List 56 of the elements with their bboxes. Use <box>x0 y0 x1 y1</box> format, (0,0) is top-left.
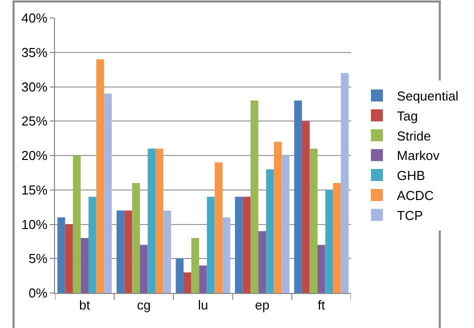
y-tick-label: 0% <box>28 286 48 301</box>
bar <box>318 244 326 293</box>
y-tick-label: 20% <box>21 148 48 164</box>
x-tick-label: lu <box>198 298 208 313</box>
bar <box>132 183 140 293</box>
bar <box>124 210 132 293</box>
y-tick-label: 15% <box>21 182 48 198</box>
x-tick-label: cg <box>136 298 151 313</box>
bar <box>266 169 274 293</box>
y-tick-label: 30% <box>21 79 48 94</box>
x-tick-label: bt <box>79 298 90 313</box>
bar <box>116 210 124 293</box>
bar <box>176 258 184 293</box>
bar <box>65 224 73 293</box>
bar <box>72 156 81 293</box>
bar <box>310 148 318 293</box>
bar <box>340 73 349 293</box>
legend-label: ACDC <box>396 188 434 204</box>
bar <box>325 190 334 293</box>
bar <box>302 121 310 293</box>
bar <box>96 59 104 293</box>
bar <box>250 100 258 293</box>
legend-label: Sequential <box>396 88 458 104</box>
bar <box>88 196 96 293</box>
bar <box>242 196 251 293</box>
bar <box>206 196 215 293</box>
bar <box>199 266 207 293</box>
bar <box>333 183 341 293</box>
bar <box>140 244 148 293</box>
bar <box>80 238 88 293</box>
bar <box>294 100 302 293</box>
legend-label: TCP <box>396 208 423 223</box>
y-tick-label: 5% <box>28 251 48 266</box>
y-tick-label: 10% <box>21 216 48 232</box>
bar <box>148 148 156 293</box>
bar <box>155 148 164 293</box>
legend-label: Markov <box>396 148 440 164</box>
y-tick-label: 35% <box>21 44 48 60</box>
legend-label: Tag <box>396 108 418 124</box>
bar <box>274 142 282 293</box>
y-tick-label: 40% <box>21 10 48 26</box>
x-tick-label: ep <box>254 298 270 313</box>
bar <box>184 272 192 293</box>
bar <box>282 156 290 293</box>
bar <box>234 196 243 293</box>
bar <box>191 238 200 293</box>
legend-label: GHB <box>396 168 426 184</box>
y-tick-label: 25% <box>21 114 48 129</box>
x-tick-label: ft <box>318 298 326 313</box>
bar <box>222 217 230 293</box>
bar <box>104 94 112 293</box>
bar <box>163 210 172 293</box>
bar <box>214 162 222 293</box>
bar <box>57 217 66 293</box>
legend-label: Stride <box>396 128 431 144</box>
bar <box>258 231 266 293</box>
